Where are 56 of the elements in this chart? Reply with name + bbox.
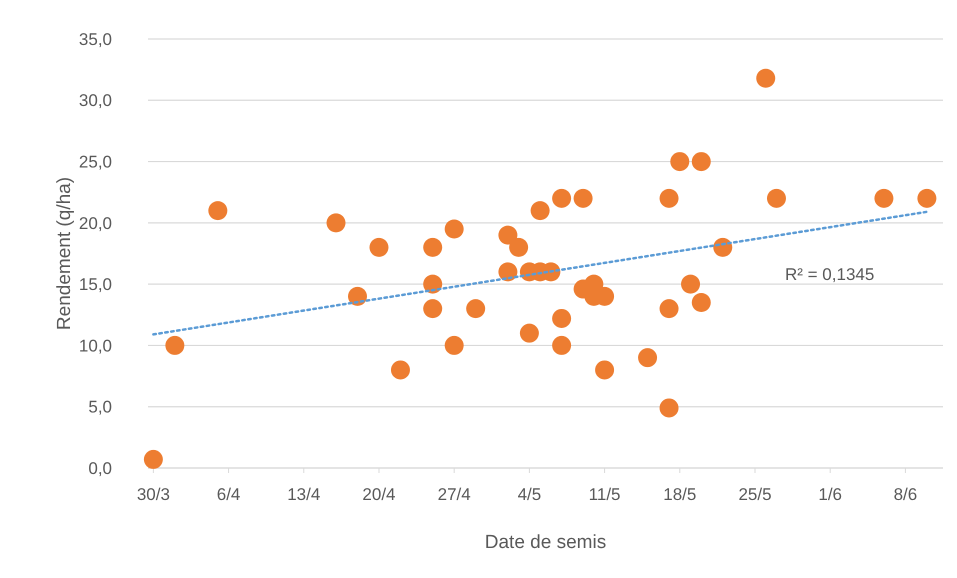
x-tick-label: 6/4 bbox=[216, 485, 240, 504]
x-tick-label: 8/6 bbox=[894, 485, 918, 504]
point bbox=[670, 152, 690, 172]
point bbox=[766, 188, 786, 208]
point bbox=[520, 324, 539, 343]
point bbox=[874, 188, 894, 208]
x-tick-label: 4/5 bbox=[518, 485, 542, 504]
x-tick-label: 1/6 bbox=[818, 485, 842, 504]
y-tick-label: 15,0 bbox=[78, 275, 112, 294]
y-axis-title: Rendement (q/ha) bbox=[54, 176, 75, 330]
point bbox=[369, 238, 388, 257]
point bbox=[498, 262, 518, 282]
point bbox=[638, 348, 658, 368]
point bbox=[444, 336, 464, 355]
point bbox=[660, 188, 679, 208]
point bbox=[498, 226, 518, 245]
point bbox=[692, 152, 711, 172]
point bbox=[466, 299, 486, 318]
y-tick-label: 35,0 bbox=[78, 30, 112, 49]
point bbox=[552, 336, 572, 355]
annotation: R² = 0,1345 bbox=[785, 264, 874, 284]
point bbox=[660, 398, 679, 418]
point bbox=[326, 213, 346, 232]
point bbox=[444, 219, 464, 238]
point bbox=[423, 299, 442, 318]
point bbox=[660, 299, 679, 318]
x-tick-label: 25/5 bbox=[738, 485, 772, 504]
x-tick-label: 11/5 bbox=[588, 485, 620, 504]
y-tick-label: 5,0 bbox=[88, 398, 112, 417]
x-tick-label: 13/4 bbox=[287, 485, 320, 504]
y-tick-label: 10,0 bbox=[78, 336, 112, 356]
point bbox=[756, 68, 776, 88]
point bbox=[165, 336, 184, 355]
y-tick-label: 0,0 bbox=[88, 458, 112, 478]
y-tick-label: 30,0 bbox=[78, 91, 112, 110]
point bbox=[530, 201, 550, 220]
point bbox=[144, 450, 163, 469]
point bbox=[552, 308, 572, 328]
x-tick-label: 18/5 bbox=[663, 485, 696, 504]
point bbox=[917, 188, 936, 208]
point bbox=[574, 188, 593, 208]
point bbox=[595, 360, 614, 380]
x-axis-title: Date de semis bbox=[484, 532, 606, 553]
point bbox=[552, 188, 572, 208]
x-tick-label: 27/4 bbox=[438, 485, 471, 504]
point bbox=[509, 238, 528, 257]
point bbox=[208, 201, 228, 220]
x-tick-label: 20/4 bbox=[362, 485, 396, 504]
x-tick-label: 30/3 bbox=[136, 485, 170, 504]
y-tick-label: 25,0 bbox=[78, 152, 112, 172]
point bbox=[692, 293, 711, 312]
y-tick-label: 20,0 bbox=[78, 214, 112, 233]
point bbox=[390, 360, 410, 380]
point bbox=[681, 274, 700, 294]
point bbox=[348, 286, 367, 306]
point bbox=[423, 238, 442, 257]
